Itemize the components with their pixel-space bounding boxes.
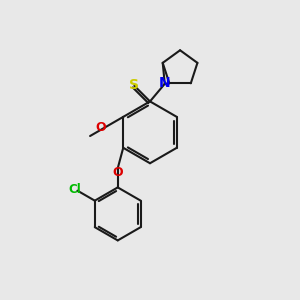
Text: O: O [112, 166, 123, 178]
Text: N: N [159, 76, 171, 90]
Text: S: S [129, 78, 140, 92]
Text: Cl: Cl [69, 183, 82, 196]
Text: O: O [96, 121, 106, 134]
